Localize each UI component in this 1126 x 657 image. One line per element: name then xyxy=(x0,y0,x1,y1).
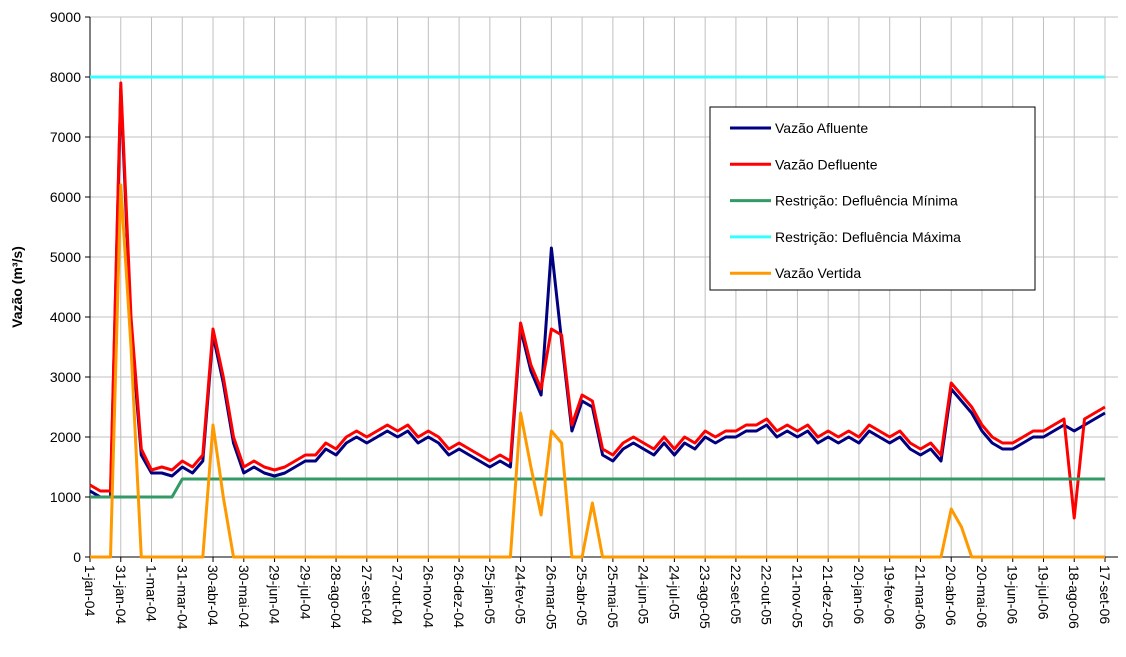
y-tick-label: 2000 xyxy=(50,429,81,445)
x-tick-label: 20-abr-06 xyxy=(943,565,959,626)
x-tick-label: 19-jul-06 xyxy=(1035,565,1051,620)
x-tick-label: 23-ago-05 xyxy=(697,565,713,629)
legend-label: Vazão Afluente xyxy=(775,120,868,136)
x-tick-label: 1-mar-04 xyxy=(144,565,160,622)
x-tick-label: 28-ago-04 xyxy=(328,565,344,629)
y-tick-label: 9000 xyxy=(50,9,81,25)
y-tick-label: 4000 xyxy=(50,309,81,325)
x-tick-label: 21-dez-05 xyxy=(820,565,836,628)
x-tick-label: 27-set-04 xyxy=(359,565,375,624)
x-tick-label: 26-dez-04 xyxy=(451,565,467,628)
x-tick-label: 30-abr-04 xyxy=(205,565,221,626)
y-tick-label: 1000 xyxy=(50,489,81,505)
x-tick-label: 26-nov-04 xyxy=(420,565,436,628)
x-tick-label: 27-out-04 xyxy=(390,565,406,625)
legend-label: Vazão Vertida xyxy=(775,265,861,281)
legend-label: Restrição: Defluência Máxima xyxy=(775,229,961,245)
x-tick-label: 21-mar-06 xyxy=(912,565,928,630)
x-tick-label: 18-ago-06 xyxy=(1066,565,1082,629)
legend-label: Restrição: Defluência Mínima xyxy=(775,193,958,209)
x-tick-label: 30-mai-04 xyxy=(236,565,252,628)
x-tick-label: 24-jul-05 xyxy=(666,565,682,620)
series-line xyxy=(89,81,1106,520)
x-tick-label: 1-jan-04 xyxy=(82,565,98,617)
x-tick-label: 24-jun-05 xyxy=(636,565,652,624)
x-tick-label: 19-jun-06 xyxy=(1005,565,1021,624)
x-tick-label: 25-mai-05 xyxy=(605,565,621,628)
x-tick-label: 25-abr-05 xyxy=(574,565,590,626)
legend-box xyxy=(709,106,1036,291)
y-axis-label: Vazão (m³/s) xyxy=(9,246,25,328)
series-line xyxy=(90,477,1105,499)
x-tick-label: 31-jan-04 xyxy=(113,565,129,624)
x-tick-label: 31-mar-04 xyxy=(174,565,190,630)
x-tick-label: 29-jun-04 xyxy=(267,565,283,624)
x-tick-label: 21-nov-05 xyxy=(789,565,805,628)
x-tick-label: 26-mar-05 xyxy=(543,565,559,630)
y-tick-label: 8000 xyxy=(50,69,81,85)
x-tick-label: 22-out-05 xyxy=(759,565,775,625)
y-tick-label: 0 xyxy=(73,549,81,565)
x-tick-label: 20-mai-06 xyxy=(974,565,990,628)
x-tick-label: 25-jan-05 xyxy=(482,565,498,624)
y-tick-label: 6000 xyxy=(50,189,81,205)
x-tick-label: 20-jan-06 xyxy=(851,565,867,624)
x-tick-label: 17-set-06 xyxy=(1097,565,1113,624)
y-tick-label: 5000 xyxy=(50,249,81,265)
x-tick-label: 29-jul-04 xyxy=(297,565,313,620)
x-tick-label: 19-fev-06 xyxy=(882,565,898,624)
series-line xyxy=(90,183,1105,559)
x-tick-label: 22-set-05 xyxy=(728,565,744,624)
legend-label: Vazão Defluente xyxy=(775,156,878,172)
y-tick-label: 7000 xyxy=(50,129,81,145)
y-tick-label: 3000 xyxy=(50,369,81,385)
x-tick-label: 24-fev-05 xyxy=(513,565,529,624)
